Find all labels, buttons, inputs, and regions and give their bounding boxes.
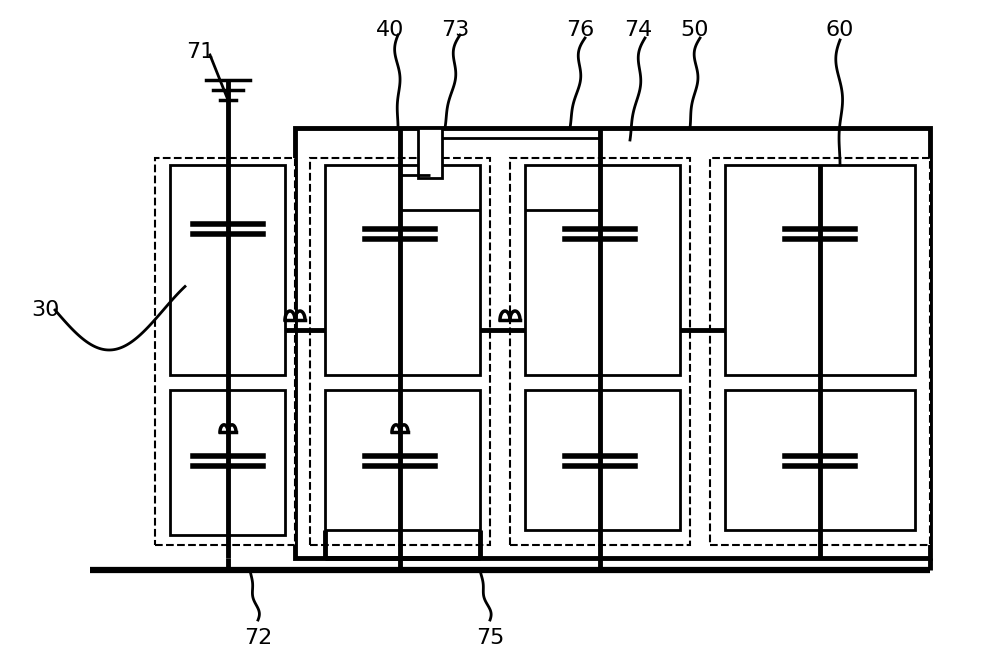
Bar	[170, 165, 285, 375]
Bar	[310, 158, 490, 545]
Text: 75: 75	[476, 628, 504, 648]
Text: 40: 40	[376, 20, 404, 40]
Text: 50: 50	[681, 20, 709, 40]
Text: 71: 71	[186, 42, 214, 62]
Text: 76: 76	[566, 20, 594, 40]
Bar	[710, 158, 930, 545]
Bar	[525, 390, 680, 530]
Bar	[418, 128, 442, 178]
Bar	[155, 158, 295, 545]
Bar	[295, 128, 930, 558]
Text: 30: 30	[31, 300, 59, 320]
Bar	[725, 390, 915, 530]
Text: 74: 74	[624, 20, 652, 40]
Bar	[525, 165, 680, 375]
Bar	[325, 165, 480, 375]
Text: 72: 72	[244, 628, 272, 648]
Bar	[510, 158, 690, 545]
Text: 73: 73	[441, 20, 469, 40]
Bar	[170, 390, 285, 535]
Bar	[325, 390, 480, 530]
Bar	[725, 165, 915, 375]
Text: 60: 60	[826, 20, 854, 40]
